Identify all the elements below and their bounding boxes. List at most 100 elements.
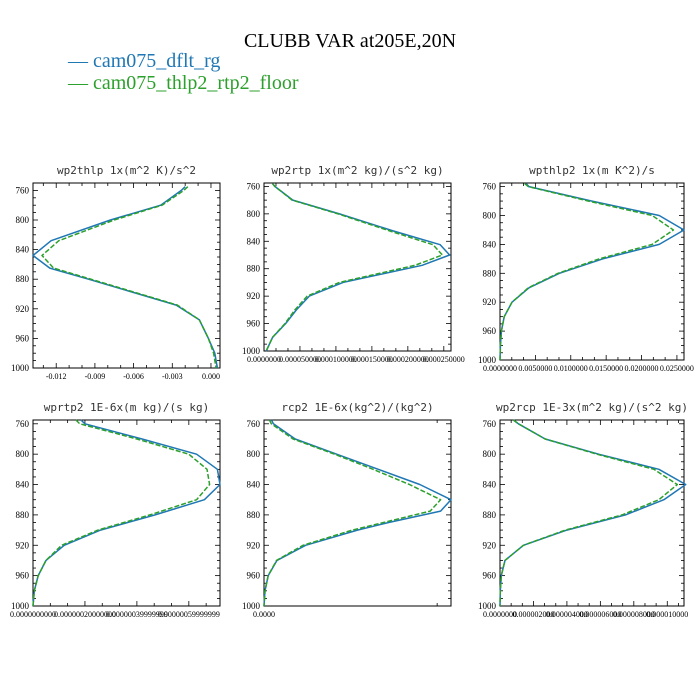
panel-frame [499, 419, 685, 607]
series-line-0 [499, 183, 685, 361]
panel-frame [263, 419, 452, 607]
x-tick-label: 0.000150000 [351, 355, 393, 364]
panel-title: wp2rcp 1E-3x(m^2 kg)/(s^2 kg) [496, 401, 688, 414]
x-tick-label: 0.000006000 [579, 610, 621, 619]
x-tick-label: 0.000010000 [646, 610, 688, 619]
y-tick-label: 1000 [242, 346, 261, 356]
x-tick-label: 0.0050000 [518, 364, 552, 373]
legend-swatch-floor: — [68, 72, 88, 94]
y-tick-label: 800 [16, 449, 30, 459]
y-tick-label: 880 [247, 264, 261, 274]
panel-frame [263, 182, 452, 352]
x-tick-label: -0.009 [85, 372, 106, 381]
panel-4: rcp2 1E-6x(kg^2)/(kg^2) 760 800 840 880 920 96… [242, 401, 452, 619]
y-tick-label: 840 [247, 480, 261, 490]
legend-swatch-default: — [68, 50, 88, 72]
y-tick-label: 840 [16, 245, 30, 255]
x-tick-label: 0.00000039999999 [106, 610, 168, 619]
x-tick-label: -0.012 [46, 372, 67, 381]
figure-title: CLUBB VAR at205E,20N [243, 30, 457, 52]
panel-title: rcp2 1E-6x(kg^2)/(kg^2) [281, 401, 433, 414]
legend-entry-default: — cam075_dflt_rg [68, 50, 220, 73]
x-tick-label: 0.000 [202, 372, 220, 381]
y-tick-label: 960 [483, 571, 497, 581]
y-tick-label: 760 [247, 419, 261, 429]
x-tick-label: 0.000008000 [613, 610, 655, 619]
panel-frame [32, 419, 221, 607]
panel-0: wp2thlp 1x(m^2 K)/s^2 760 800 840 880 920 960 1… [11, 164, 221, 381]
y-tick-label: 920 [16, 304, 30, 314]
y-tick-label: 960 [247, 319, 261, 329]
y-tick-label: 760 [483, 419, 497, 429]
x-tick-label: 0.000004000 [546, 610, 588, 619]
y-tick-label: 800 [483, 449, 497, 459]
x-tick-label: 0.000100000 [315, 355, 357, 364]
series-line-0 [499, 419, 687, 607]
x-tick-label: -0.003 [162, 372, 183, 381]
y-tick-label: 880 [16, 274, 30, 284]
series-line-1 [265, 183, 444, 352]
panel-3: wprtp2 1E-6x(m kg)/(s kg) 760 800 840 880 920… [10, 401, 221, 619]
panel-title: wp2rtp 1x(m^2 kg)/(s^2 kg) [271, 164, 443, 177]
y-tick-label: 840 [483, 239, 497, 249]
series-line-1 [499, 419, 679, 607]
panel-title: wp2thlp 1x(m^2 K)/s^2 [57, 164, 196, 177]
series-line-1 [32, 419, 211, 607]
panel-title: wprtp2 1E-6x(m kg)/(s kg) [44, 401, 210, 414]
y-tick-label: 880 [247, 510, 261, 520]
y-tick-label: 1000 [11, 363, 30, 373]
y-tick-label: 800 [16, 215, 30, 225]
y-tick-label: 920 [247, 291, 261, 301]
panel-5: wp2rcp 1E-3x(m^2 kg)/(s^2 kg) 760 800 840 88… [478, 401, 688, 619]
y-tick-label: 840 [247, 236, 261, 246]
panel-1: wp2rtp 1x(m^2 kg)/(s^2 kg) 760 800 840 880 92… [242, 164, 465, 364]
x-tick-label: 0.0100000 [554, 364, 588, 373]
y-tick-label: 840 [483, 480, 497, 490]
legend-label-floor: cam075_thlp2_rtp2_floor [93, 72, 299, 94]
y-tick-label: 880 [483, 268, 497, 278]
x-tick-label: 0.0200000 [625, 364, 659, 373]
x-tick-label: 0.0000 [253, 610, 275, 619]
x-tick-label: 0.000200000 [387, 355, 429, 364]
x-tick-label: 0.000050000 [279, 355, 321, 364]
y-tick-label: 960 [247, 571, 261, 581]
y-tick-label: 760 [16, 419, 30, 429]
panel-frame [499, 182, 685, 361]
legend-label-default: cam075_dflt_rg [93, 50, 221, 72]
series-line-1 [263, 419, 442, 607]
panel-2: wpthlp2 1x(m K^2)/s 760 800 840 880 920 960 100… [478, 164, 694, 373]
x-tick-label: 0.00000020000000 [54, 610, 116, 619]
panel-title: wpthlp2 1x(m K^2)/s [529, 164, 655, 177]
series-line-1 [499, 183, 675, 361]
y-tick-label: 920 [247, 540, 261, 550]
x-tick-label: 0.0250000 [660, 364, 694, 373]
y-tick-label: 800 [247, 449, 261, 459]
x-tick-label: 0.000002000 [512, 610, 554, 619]
y-tick-label: 960 [16, 333, 30, 343]
x-tick-label: 0.0000000 [483, 610, 517, 619]
y-tick-label: 760 [16, 185, 30, 195]
legend-entry-floor: — cam075_thlp2_rtp2_floor [68, 72, 299, 95]
y-tick-label: 1000 [478, 601, 497, 611]
panel-frame [32, 182, 221, 369]
x-tick-label: 0.0150000 [589, 364, 623, 373]
y-tick-label: 880 [16, 510, 30, 520]
x-tick-label: 0.00000059999999 [158, 610, 220, 619]
y-tick-label: 1000 [242, 601, 261, 611]
x-tick-label: -0.006 [123, 372, 144, 381]
x-tick-label: 0.0000000000 [10, 610, 56, 619]
y-tick-label: 840 [16, 480, 30, 490]
y-tick-label: 760 [483, 182, 497, 192]
x-tick-label: 0.0000000 [247, 355, 281, 364]
y-tick-label: 920 [16, 540, 30, 550]
y-tick-label: 800 [247, 209, 261, 219]
series-line-0 [32, 419, 221, 607]
y-tick-label: 960 [483, 326, 497, 336]
series-line-1 [41, 186, 217, 369]
y-tick-label: 920 [483, 297, 497, 307]
x-tick-label: 0.000250000 [423, 355, 465, 364]
y-tick-label: 760 [247, 181, 261, 191]
y-tick-label: 800 [483, 211, 497, 221]
y-tick-label: 1000 [11, 601, 30, 611]
